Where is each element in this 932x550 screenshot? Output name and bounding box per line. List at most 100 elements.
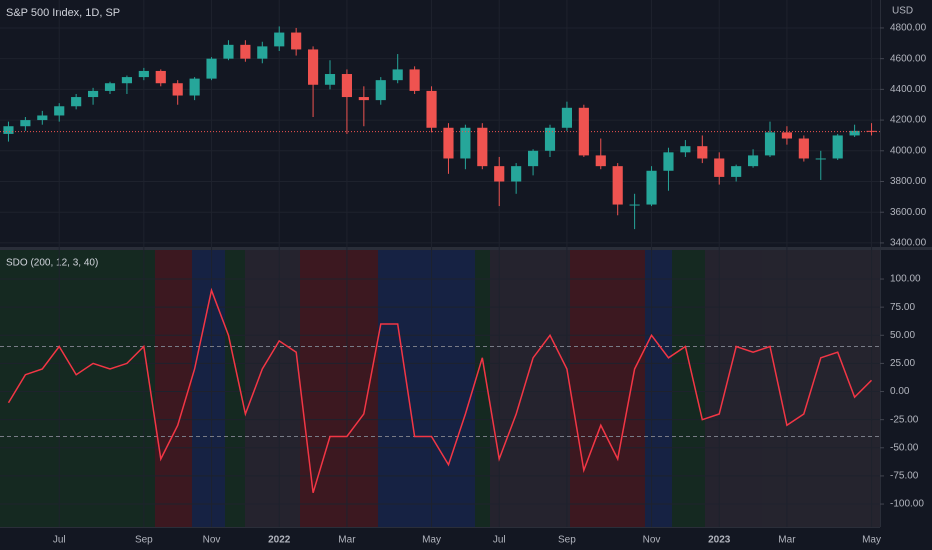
y-tick-label: 4200.00 — [890, 115, 927, 126]
candle-body — [257, 46, 268, 59]
y-tick-label: -75.00 — [890, 471, 919, 482]
candle-body — [392, 69, 403, 81]
candle-body — [426, 90, 437, 128]
x-tick-label: Mar — [778, 535, 796, 546]
y-tick-label: 3800.00 — [890, 176, 927, 187]
candle-body — [595, 155, 606, 167]
candle-body — [274, 32, 285, 47]
band — [192, 250, 225, 527]
candle-body — [578, 107, 589, 156]
y-tick-label: 4800.00 — [890, 23, 927, 34]
y-tick-label: 3600.00 — [890, 207, 927, 218]
x-tick-label: Mar — [338, 535, 356, 546]
candle-body — [37, 115, 48, 121]
candle-body — [54, 106, 65, 116]
x-tick-label: May — [422, 535, 441, 546]
band — [570, 250, 645, 527]
y-tick-label: 4400.00 — [890, 84, 927, 95]
candle-body — [308, 49, 319, 85]
y-tick-label: -100.00 — [890, 499, 924, 510]
candle-body — [477, 127, 488, 167]
y-tick-label: 75.00 — [890, 302, 915, 313]
band — [0, 250, 155, 527]
candle-body — [544, 127, 556, 151]
band — [645, 250, 672, 527]
candle-body — [494, 166, 505, 182]
candle-body — [443, 127, 454, 159]
candle-body — [291, 32, 302, 50]
candle-body — [680, 146, 691, 153]
candle-body — [714, 158, 725, 177]
candle-body — [155, 70, 166, 84]
y-tick-label: 3400.00 — [890, 238, 927, 249]
y-tick-label: 4000.00 — [890, 145, 927, 156]
candle-body — [511, 166, 522, 182]
y-tick-label: 4600.00 — [890, 53, 927, 64]
y-tick-label: 25.00 — [890, 358, 915, 369]
candle-body — [646, 170, 657, 205]
band — [245, 250, 300, 527]
band — [300, 250, 378, 527]
regime-bands — [0, 250, 880, 527]
x-tick-label: Sep — [135, 535, 153, 546]
candle-body — [3, 126, 14, 134]
candle-body — [223, 44, 234, 59]
candle-body — [206, 58, 217, 79]
candle-body — [629, 204, 640, 206]
candle-body — [375, 80, 386, 101]
candle-body — [697, 146, 708, 159]
band — [672, 250, 705, 527]
band — [475, 250, 490, 527]
x-tick-label: Nov — [643, 535, 661, 546]
candle-body — [781, 132, 792, 139]
band — [490, 250, 570, 527]
candle-body — [460, 127, 471, 159]
x-tick-label: 2023 — [708, 535, 731, 546]
candle-body — [748, 155, 759, 167]
candle-body — [849, 130, 860, 136]
x-tick-label: Sep — [558, 535, 576, 546]
candle-body — [104, 83, 116, 91]
x-tick-label: Jul — [493, 535, 506, 546]
candle-body — [358, 97, 369, 101]
band — [378, 250, 475, 527]
y-axis-label: USD — [892, 6, 913, 17]
candle-body — [612, 166, 623, 205]
y-tick-label: -25.00 — [890, 414, 919, 425]
band — [155, 250, 192, 527]
candle-body — [88, 90, 99, 98]
candle-body — [324, 74, 336, 85]
candle-body — [528, 150, 539, 167]
y-tick-label: 100.00 — [890, 274, 921, 285]
band — [225, 250, 245, 527]
x-tick-label: 2022 — [268, 535, 291, 546]
band — [705, 250, 880, 527]
candle-body — [341, 74, 352, 98]
x-tick-label: May — [862, 535, 881, 546]
candle-body — [815, 158, 826, 160]
x-tick-label: Nov — [203, 535, 221, 546]
candle-body — [71, 97, 82, 107]
y-tick-label: 0.00 — [890, 386, 910, 397]
candle-body — [663, 152, 674, 171]
indicator-title: SDO (200, 12, 3, 40) — [6, 258, 98, 269]
candle-body — [121, 77, 132, 84]
chart-title: S&P 500 Index, 1D, SP — [6, 7, 120, 19]
candle-body — [189, 78, 200, 96]
candle-body — [832, 135, 843, 159]
candle-body — [240, 44, 251, 59]
y-tick-label: 50.00 — [890, 330, 915, 341]
candle-body — [20, 120, 31, 127]
y-tick-label: -50.00 — [890, 442, 919, 453]
candle-body — [798, 138, 809, 159]
candle-body — [561, 107, 572, 128]
candle-body — [866, 130, 877, 132]
candle-body — [731, 166, 742, 177]
candle-body — [764, 132, 776, 156]
oscillator-line — [7, 287, 873, 494]
candle-body — [138, 70, 149, 78]
x-tick-label: Jul — [53, 535, 66, 546]
candle-body — [172, 83, 183, 96]
